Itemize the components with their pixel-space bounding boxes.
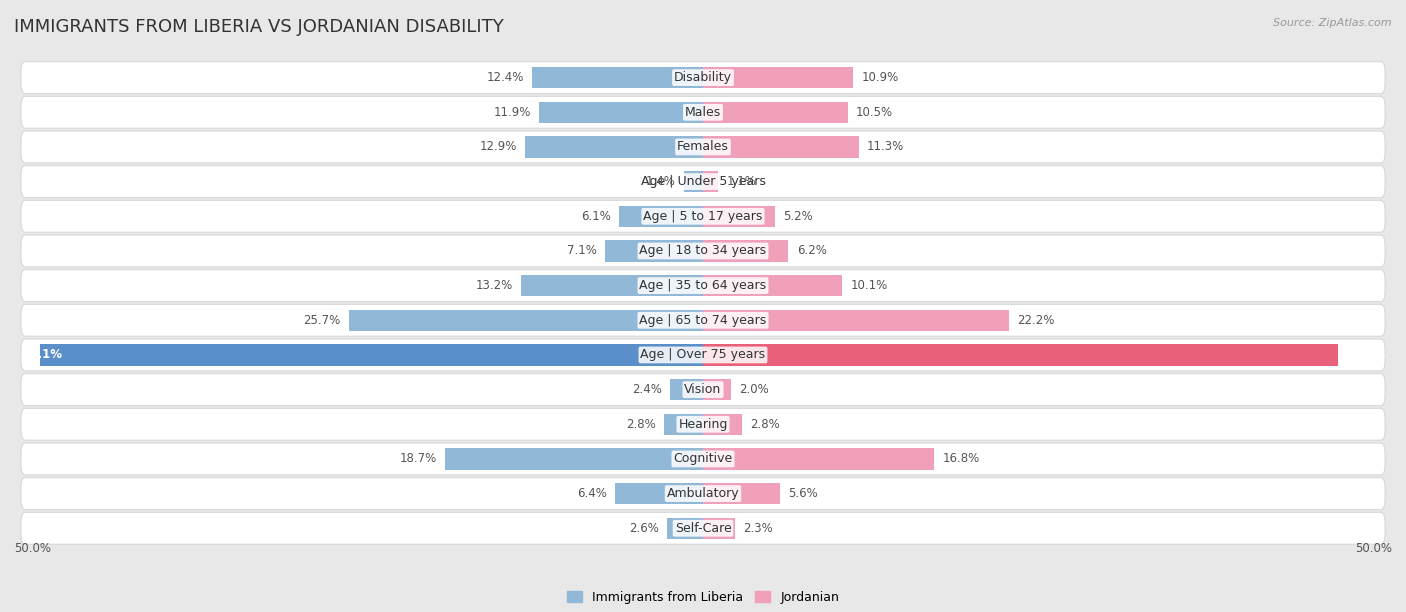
Text: 11.3%: 11.3% (868, 140, 904, 154)
Bar (349, 310, 703, 331)
Text: Cognitive: Cognitive (673, 452, 733, 466)
FancyBboxPatch shape (21, 512, 1385, 544)
Bar (703, 344, 1339, 366)
Bar (683, 171, 703, 192)
Legend: Immigrants from Liberia, Jordanian: Immigrants from Liberia, Jordanian (562, 586, 844, 609)
Text: 48.1%: 48.1% (21, 348, 62, 362)
Bar (703, 483, 780, 504)
Bar (703, 379, 731, 400)
Text: 6.4%: 6.4% (576, 487, 606, 500)
Bar (703, 240, 789, 262)
FancyBboxPatch shape (21, 235, 1385, 267)
Text: 10.1%: 10.1% (851, 279, 887, 292)
Text: 16.8%: 16.8% (943, 452, 980, 466)
Text: 25.7%: 25.7% (304, 314, 340, 327)
Text: 2.8%: 2.8% (749, 418, 779, 431)
Bar (668, 518, 703, 539)
Text: 2.4%: 2.4% (631, 383, 662, 396)
Text: 2.0%: 2.0% (738, 383, 769, 396)
Text: Males: Males (685, 106, 721, 119)
Text: 2.3%: 2.3% (742, 522, 773, 535)
Text: Self-Care: Self-Care (675, 522, 731, 535)
FancyBboxPatch shape (21, 166, 1385, 198)
Bar (703, 310, 1010, 331)
Text: 50.0%: 50.0% (1355, 542, 1392, 555)
Text: 11.9%: 11.9% (494, 106, 531, 119)
Bar (703, 448, 935, 469)
Text: 10.5%: 10.5% (856, 106, 893, 119)
Bar (703, 136, 859, 158)
FancyBboxPatch shape (21, 62, 1385, 94)
Bar (619, 206, 703, 227)
Text: 6.2%: 6.2% (797, 244, 827, 258)
Text: 1.4%: 1.4% (645, 175, 675, 188)
Bar (703, 171, 718, 192)
FancyBboxPatch shape (21, 339, 1385, 371)
Text: 7.1%: 7.1% (567, 244, 598, 258)
Text: 10.9%: 10.9% (862, 71, 898, 84)
Bar (614, 483, 703, 504)
Text: Age | 35 to 64 years: Age | 35 to 64 years (640, 279, 766, 292)
Text: 6.1%: 6.1% (581, 210, 610, 223)
Text: 5.2%: 5.2% (783, 210, 813, 223)
Text: 12.4%: 12.4% (486, 71, 524, 84)
Text: Age | Over 75 years: Age | Over 75 years (641, 348, 765, 362)
FancyBboxPatch shape (21, 131, 1385, 163)
Text: 1.1%: 1.1% (727, 175, 756, 188)
Bar (605, 240, 703, 262)
Bar (531, 67, 703, 88)
Text: Age | 5 to 17 years: Age | 5 to 17 years (644, 210, 762, 223)
Bar (669, 379, 703, 400)
Bar (703, 102, 848, 123)
Text: Hearing: Hearing (678, 418, 728, 431)
FancyBboxPatch shape (21, 304, 1385, 336)
Text: 13.2%: 13.2% (475, 279, 513, 292)
Text: IMMIGRANTS FROM LIBERIA VS JORDANIAN DISABILITY: IMMIGRANTS FROM LIBERIA VS JORDANIAN DIS… (14, 18, 503, 36)
Bar (446, 448, 703, 469)
FancyBboxPatch shape (21, 96, 1385, 129)
Text: Age | Under 5 years: Age | Under 5 years (641, 175, 765, 188)
FancyBboxPatch shape (21, 443, 1385, 475)
Text: 2.8%: 2.8% (627, 418, 657, 431)
Text: Source: ZipAtlas.com: Source: ZipAtlas.com (1274, 18, 1392, 28)
Bar (665, 414, 703, 435)
Bar (703, 414, 741, 435)
Bar (526, 136, 703, 158)
Bar (703, 206, 775, 227)
Bar (538, 102, 703, 123)
FancyBboxPatch shape (21, 200, 1385, 232)
Text: Age | 18 to 34 years: Age | 18 to 34 years (640, 244, 766, 258)
Text: 46.1%: 46.1% (1344, 348, 1385, 362)
Bar (522, 275, 703, 296)
Text: Ambulatory: Ambulatory (666, 487, 740, 500)
FancyBboxPatch shape (21, 270, 1385, 302)
Text: 22.2%: 22.2% (1017, 314, 1054, 327)
Bar (703, 67, 853, 88)
Text: 5.6%: 5.6% (789, 487, 818, 500)
Bar (703, 275, 842, 296)
FancyBboxPatch shape (21, 374, 1385, 406)
Text: 18.7%: 18.7% (399, 452, 437, 466)
Text: Disability: Disability (673, 71, 733, 84)
Text: Vision: Vision (685, 383, 721, 396)
Bar (703, 518, 735, 539)
Text: 2.6%: 2.6% (628, 522, 659, 535)
Text: 50.0%: 50.0% (14, 542, 51, 555)
Bar (41, 344, 703, 366)
FancyBboxPatch shape (21, 408, 1385, 440)
FancyBboxPatch shape (21, 477, 1385, 510)
Text: Age | 65 to 74 years: Age | 65 to 74 years (640, 314, 766, 327)
Text: Females: Females (678, 140, 728, 154)
Text: 12.9%: 12.9% (479, 140, 517, 154)
